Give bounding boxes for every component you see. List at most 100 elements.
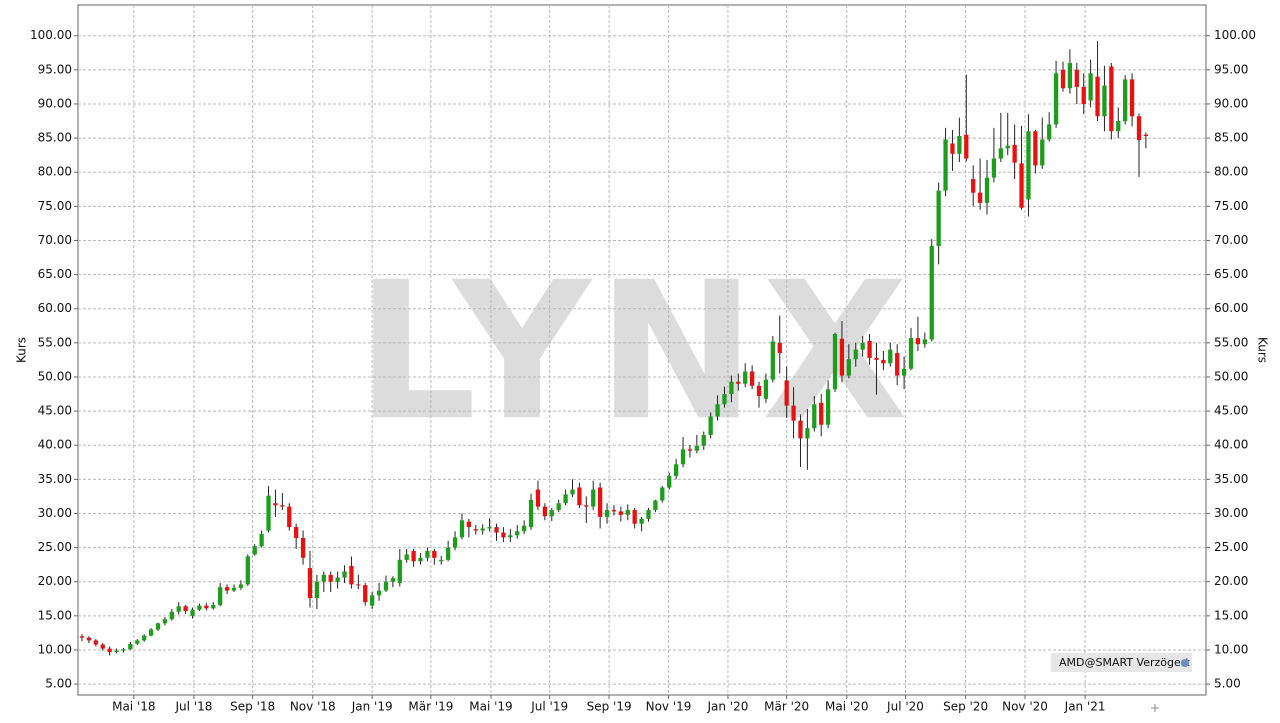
candle-body xyxy=(549,510,554,517)
candle-body xyxy=(321,574,326,582)
candle-body xyxy=(425,550,430,558)
x-tick-label: Jan '19 xyxy=(351,700,393,714)
candle-body xyxy=(998,148,1003,159)
candle-body xyxy=(729,381,734,395)
candle-body xyxy=(1047,124,1052,140)
candle-body xyxy=(86,637,92,641)
candle-body xyxy=(287,506,292,528)
y-tick-label: 15.00 xyxy=(38,608,72,622)
candle-body xyxy=(452,537,458,548)
x-tick-label: Jan '20 xyxy=(706,700,748,714)
candle-body xyxy=(162,619,168,624)
candle-body xyxy=(1019,163,1024,208)
candle-body xyxy=(294,527,299,539)
candle-body xyxy=(908,338,914,369)
scroll-icon xyxy=(1151,704,1159,712)
y-tick-label: 60.00 xyxy=(38,301,72,315)
candle-body xyxy=(1060,69,1066,89)
candle-body xyxy=(1040,139,1045,166)
candle-body xyxy=(722,394,727,405)
x-tick-label: Jul '18 xyxy=(174,700,212,714)
candle-body xyxy=(328,574,333,582)
candle-body xyxy=(895,353,900,376)
candle-body xyxy=(805,428,810,439)
y-axis-title: Kurs xyxy=(15,337,29,363)
candle-body xyxy=(446,547,451,560)
x-tick-label: Mär '19 xyxy=(408,700,453,714)
candle-body xyxy=(660,487,665,501)
candle-body xyxy=(390,578,396,582)
candle-body xyxy=(231,587,237,591)
candle-body xyxy=(148,629,154,636)
y2-tick-label: 55.00 xyxy=(1214,335,1248,349)
y2-axis-title: Kurs xyxy=(1256,337,1270,363)
candle-body xyxy=(252,546,257,555)
grid: 5.00 5.00 10.00 10.00 15.00 15.00 20.00 20.00 25… xyxy=(30,5,1256,714)
x-tick-label: Sep '18 xyxy=(230,700,275,714)
candle-body xyxy=(860,342,865,350)
y-tick-label: 80.00 xyxy=(38,165,72,179)
x-tick-label: Mai '18 xyxy=(112,700,155,714)
candle-body xyxy=(743,371,748,384)
candle-body xyxy=(964,134,969,159)
candle-body xyxy=(936,190,941,246)
candle-body xyxy=(611,510,617,512)
candle-body xyxy=(591,489,596,507)
candle-body xyxy=(342,571,347,578)
candle-body xyxy=(673,464,679,476)
candle-body xyxy=(466,521,472,528)
candle-body xyxy=(701,434,706,446)
candle-body xyxy=(155,623,161,630)
candle-body xyxy=(508,535,513,538)
candle-body xyxy=(1095,76,1100,117)
y-tick-label: 65.00 xyxy=(38,267,72,281)
y-tick-label: 40.00 xyxy=(38,438,72,452)
y-tick-label: 10.00 xyxy=(38,642,72,656)
candle-body xyxy=(280,505,285,507)
candle-body xyxy=(542,506,548,517)
candle-body xyxy=(1136,116,1142,141)
candle-body xyxy=(646,510,651,519)
candle-body xyxy=(335,577,340,582)
candle-body xyxy=(888,349,893,364)
candle-body xyxy=(708,416,713,435)
x-tick-label: Mai '20 xyxy=(825,700,868,714)
candle-body xyxy=(819,402,824,425)
y2-tick-label: 50.00 xyxy=(1214,369,1248,383)
candle-body xyxy=(839,338,845,376)
candle-body xyxy=(812,404,817,429)
y2-tick-label: 60.00 xyxy=(1214,301,1248,315)
candle-body xyxy=(957,136,962,154)
candle-body xyxy=(1123,79,1128,122)
candle-body xyxy=(238,584,244,588)
y-tick-label: 55.00 xyxy=(38,335,72,349)
candle-body xyxy=(791,405,796,421)
candle-body xyxy=(1081,86,1086,104)
candle-body xyxy=(874,357,879,360)
candle-body xyxy=(128,643,133,650)
candle-body xyxy=(1053,73,1059,125)
candle-body xyxy=(680,449,686,465)
candle-body xyxy=(535,489,541,507)
candle-body xyxy=(971,179,976,193)
x-tick-label: Nov '20 xyxy=(1002,700,1048,714)
candle-body xyxy=(273,503,278,506)
candle-body xyxy=(1088,73,1093,101)
y2-tick-label: 40.00 xyxy=(1214,438,1248,452)
candle-body xyxy=(922,339,927,345)
candle-body xyxy=(218,587,223,605)
x-tick-label: Nov '19 xyxy=(646,700,692,714)
candle-body xyxy=(991,158,997,178)
x-tick-label: Sep '20 xyxy=(943,700,988,714)
candle-body xyxy=(825,389,831,425)
y2-tick-label: 80.00 xyxy=(1214,165,1248,179)
y-tick-label: 25.00 xyxy=(38,540,72,554)
candle-body xyxy=(1033,131,1038,166)
y2-tick-label: 85.00 xyxy=(1214,131,1248,145)
candle-body xyxy=(832,333,838,390)
candle-body xyxy=(1026,131,1031,200)
candle-body xyxy=(1067,63,1073,89)
candle-body xyxy=(176,606,181,612)
candle-body xyxy=(597,487,603,517)
